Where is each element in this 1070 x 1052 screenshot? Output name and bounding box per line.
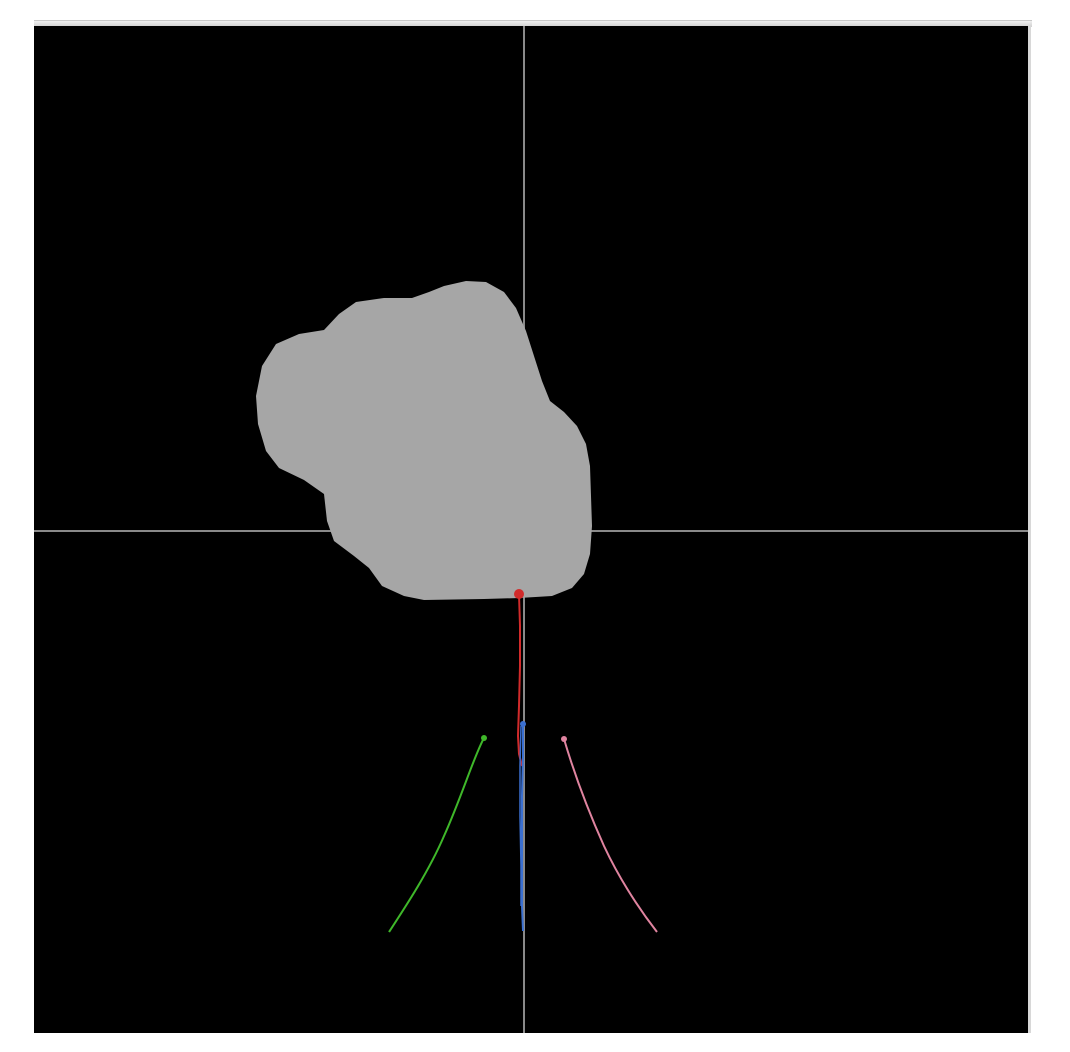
- gray-blob-obstacle: [256, 281, 592, 600]
- blue-trajectory-start-marker: [520, 721, 526, 727]
- green-trajectory-start-marker: [481, 735, 487, 741]
- blue-trajectory-echo: [519, 725, 522, 906]
- window-top-frame: [34, 20, 1032, 27]
- scene-canvas: [34, 26, 1028, 1033]
- simulation-viewport[interactable]: [34, 26, 1031, 1033]
- green-trajectory: [388, 737, 485, 933]
- pink-trajectory-start-marker: [561, 736, 567, 742]
- pink-trajectory: [563, 738, 658, 933]
- red-trajectory-start-marker: [514, 589, 524, 599]
- blue-trajectory: [521, 724, 524, 932]
- red-trajectory: [516, 593, 523, 767]
